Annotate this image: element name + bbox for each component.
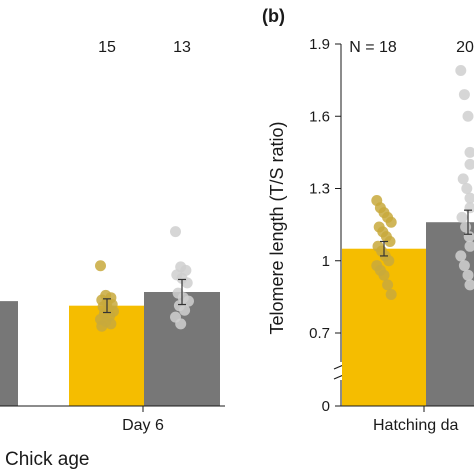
category-label-hatching: Hatching da — [373, 417, 458, 434]
n-label-yellow-hatching: N = 18 — [349, 39, 397, 56]
n-label-grey-day6: 13 — [173, 39, 191, 56]
panel-a-points — [95, 226, 194, 332]
panel-b-y-ticks: 0 0.7 1 1.3 1.6 1.9 — [309, 36, 341, 415]
panel-a: 15 13 Day 6 Chick age — [0, 39, 225, 470]
data-point — [455, 250, 467, 262]
data-point — [179, 304, 191, 316]
data-point — [464, 240, 474, 252]
partial-bar-left — [0, 301, 18, 406]
data-point — [460, 221, 472, 233]
category-label-day6: Day 6 — [122, 417, 164, 434]
data-point — [458, 260, 470, 272]
bar-hatching-series-1 — [426, 222, 474, 406]
panel-b: (b) Telomere length (T/S ratio) 0 0.7 1 1.3… — [262, 6, 474, 434]
data-point — [385, 216, 397, 228]
panel-b-error-bars — [380, 209, 472, 257]
panel-b-label: (b) — [262, 6, 285, 26]
data-point — [464, 192, 474, 204]
y-tick-label: 1.9 — [309, 36, 330, 53]
data-point — [378, 269, 390, 281]
data-point — [383, 255, 395, 267]
data-point — [170, 226, 181, 238]
data-point — [105, 318, 117, 330]
data-point — [464, 279, 474, 291]
data-point — [464, 158, 474, 170]
y-tick-label: 1.6 — [309, 108, 330, 125]
data-point — [181, 277, 193, 289]
panel-b-bars — [342, 222, 474, 406]
y-axis-title: Telomere length (T/S ratio) — [267, 121, 287, 334]
data-point — [456, 211, 468, 223]
data-point — [462, 269, 474, 281]
data-point — [175, 318, 187, 330]
n-label-yellow-day6: 15 — [98, 39, 116, 56]
data-point — [455, 64, 467, 76]
data-point — [382, 279, 394, 291]
data-point — [385, 288, 397, 300]
x-axis-title: Chick age — [5, 449, 90, 470]
data-point — [96, 320, 108, 332]
data-point — [462, 110, 474, 122]
y-tick-label: 1 — [322, 253, 330, 270]
y-tick-label: 0 — [322, 398, 330, 415]
data-point — [384, 235, 396, 247]
data-point — [464, 146, 474, 158]
data-point — [458, 89, 470, 101]
data-point — [95, 260, 106, 272]
y-tick-label: 1.3 — [309, 181, 330, 198]
data-point — [457, 173, 469, 185]
data-point — [183, 295, 194, 307]
data-point — [461, 183, 473, 194]
n-label-grey-hatching: 20 — [456, 39, 474, 56]
panel-a-error-bars — [103, 278, 186, 314]
y-tick-label: 0.7 — [309, 325, 330, 342]
panel-a-bars — [0, 292, 220, 406]
data-point — [464, 202, 474, 214]
